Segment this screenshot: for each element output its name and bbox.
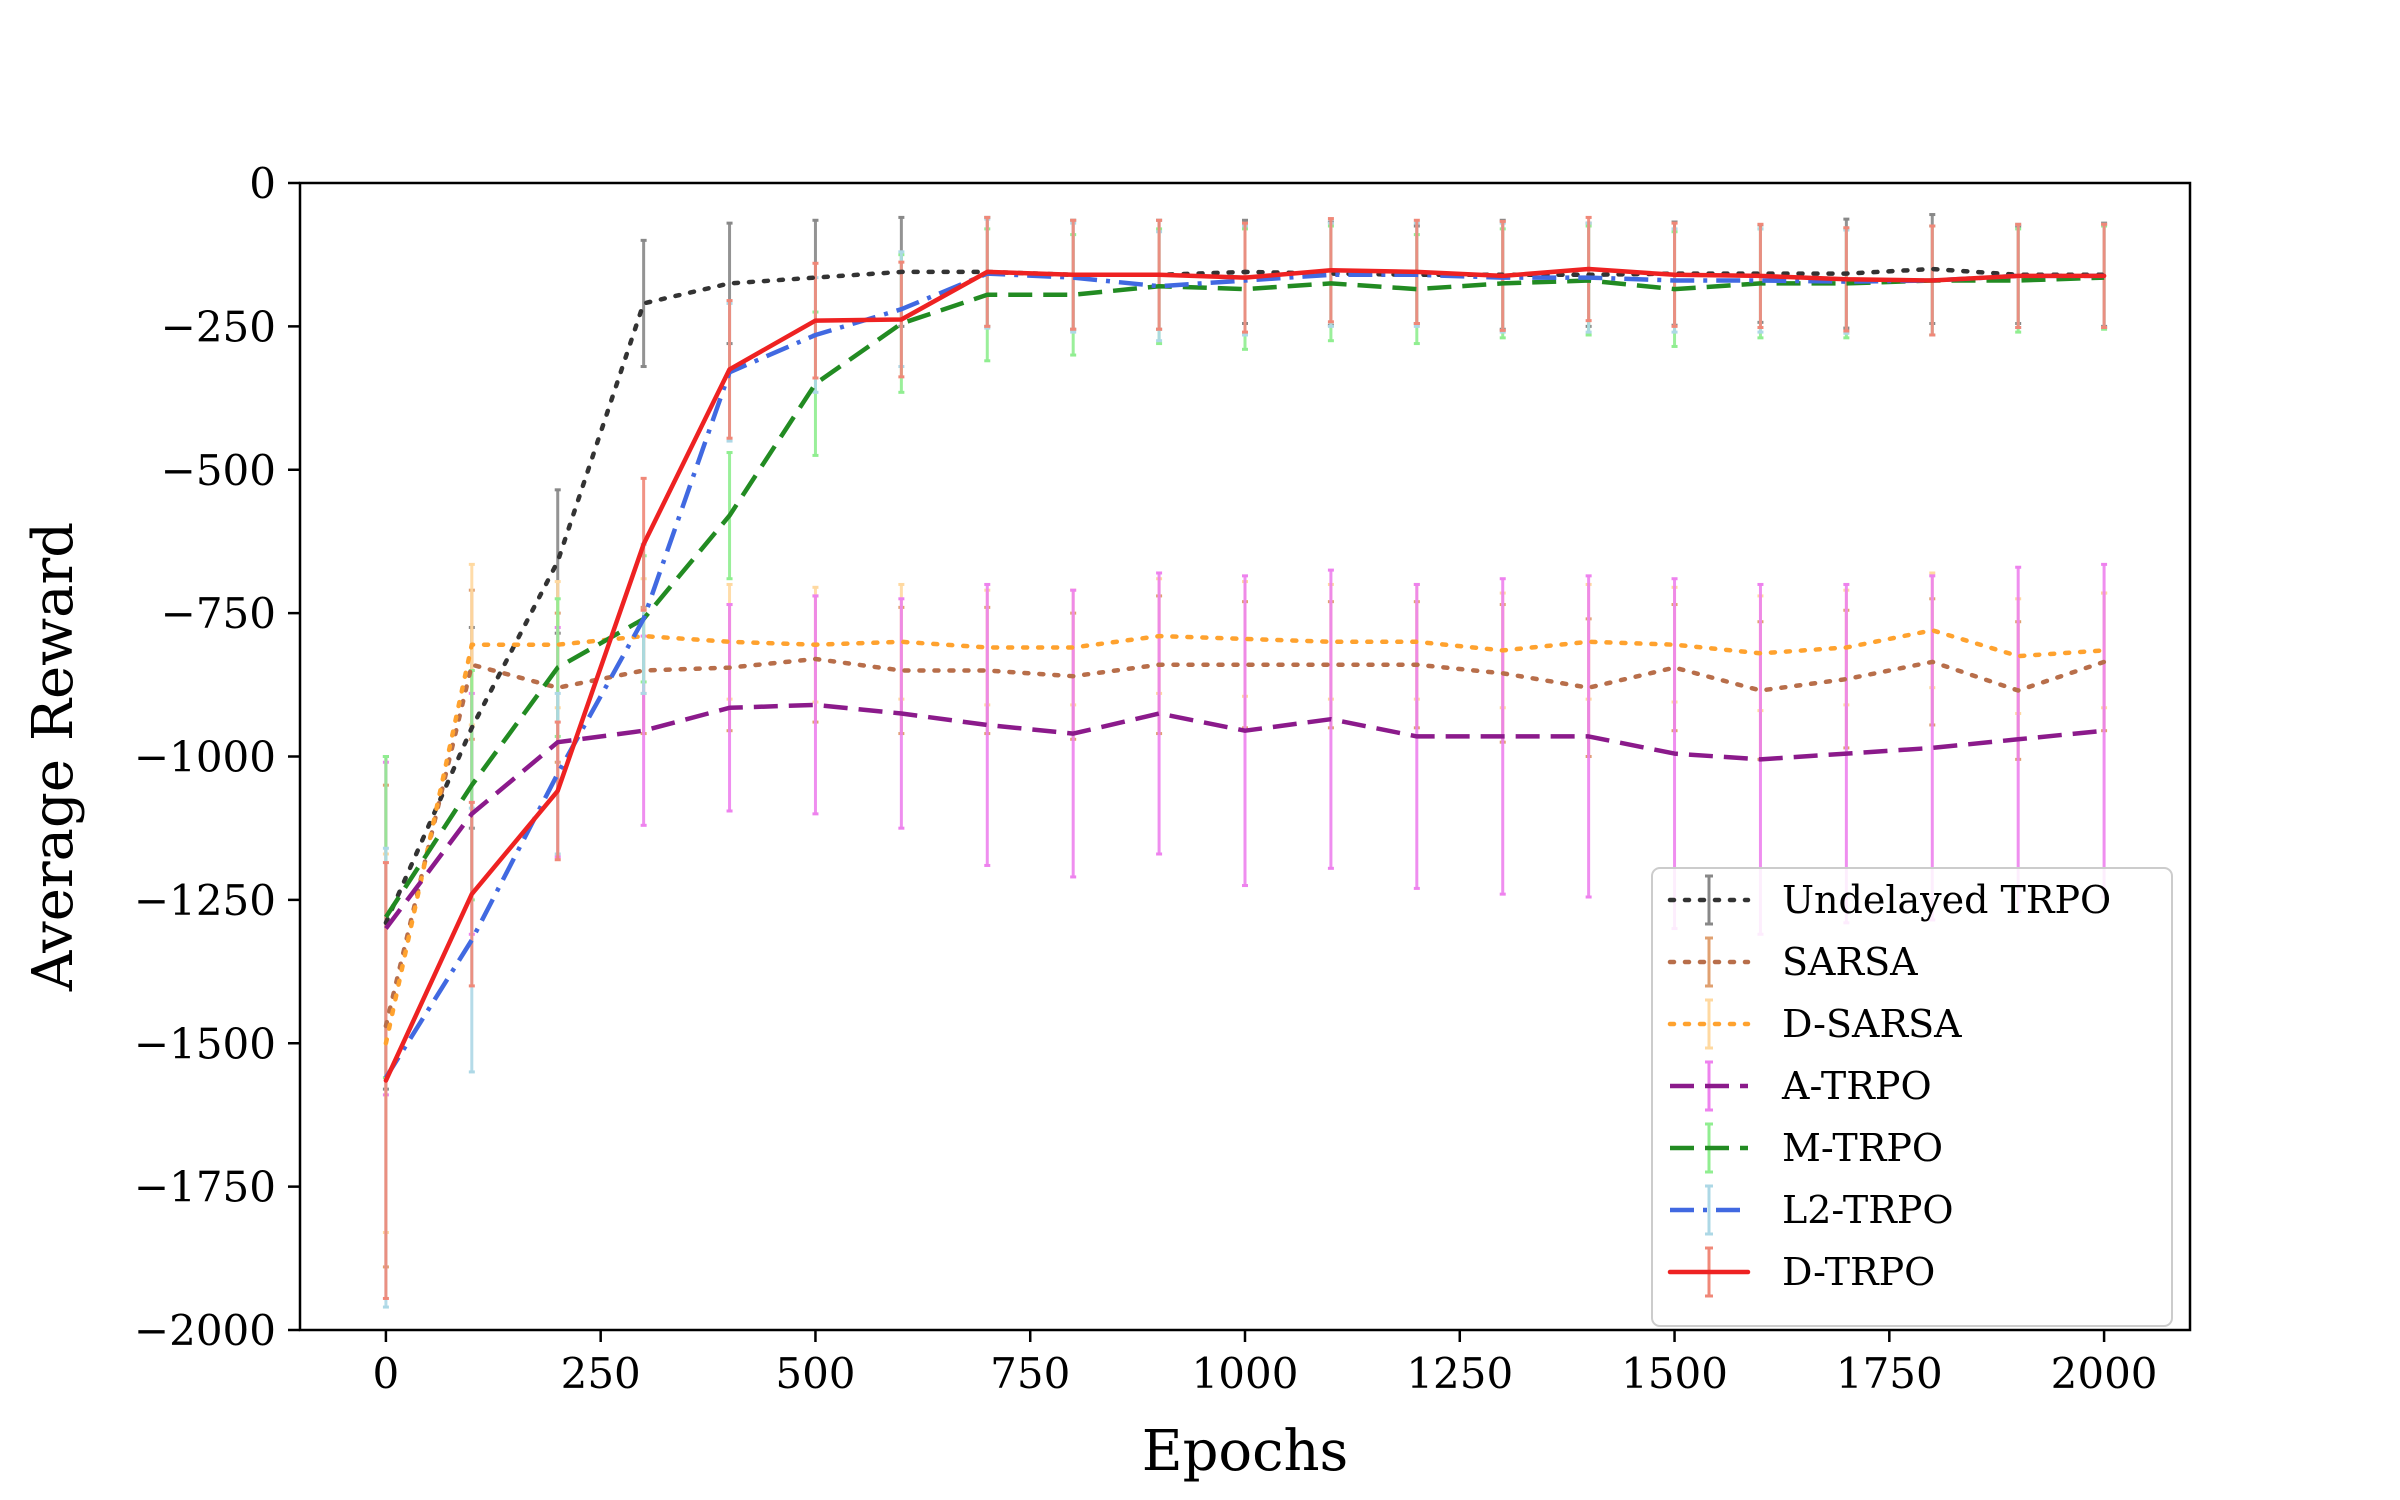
x-tick-label: 1250 — [1406, 1349, 1513, 1398]
y-tick-label: −500 — [161, 446, 276, 495]
x-tick-label: 0 — [373, 1349, 400, 1398]
y-tick-label: −1250 — [134, 876, 276, 925]
x-tick-label: 1750 — [1836, 1349, 1943, 1398]
x-tick-label: 750 — [990, 1349, 1070, 1398]
undelayed-trpo-series-line — [383, 266, 2107, 926]
legend-label: D-SARSA — [1782, 1002, 1962, 1046]
a-trpo-error-bar — [1156, 571, 1163, 856]
legend-label: Undelayed TRPO — [1782, 878, 2111, 922]
legend-box — [1651, 867, 2173, 1327]
legend-item-undelayed-trpo: Undelayed TRPO — [1667, 874, 2111, 926]
legend: Undelayed TRPO SARSA D-SARSA A-TRPO M-TRPO L2… — [1651, 867, 2173, 1327]
l2-trpo-series-line — [383, 271, 2105, 1079]
x-tick-label: 2000 — [2051, 1349, 2158, 1398]
x-tick-label: 500 — [775, 1349, 855, 1398]
y-axis-ticks: 0 −250 −500 −750 −1000 −1250 −1500 −1750 −2000 — [134, 159, 300, 1355]
a-trpo-error-bar — [984, 582, 991, 867]
y-axis-label: Average Reward — [21, 522, 86, 992]
legend-label: M-TRPO — [1782, 1126, 1943, 1170]
legend-item-sarsa: SARSA — [1667, 936, 1918, 988]
x-axis-label: Epochs — [1142, 1419, 1349, 1484]
d-trpo-series-line — [383, 266, 2107, 1083]
d-sarsa-series-line — [383, 628, 2107, 1046]
series-lines — [383, 266, 2107, 1083]
y-tick-label: −2000 — [134, 1306, 276, 1355]
y-tick-label: −750 — [161, 589, 276, 638]
y-tick-label: −1750 — [134, 1163, 276, 1212]
a-trpo-series-line — [384, 702, 2105, 930]
legend-label: SARSA — [1782, 940, 1918, 984]
x-axis-ticks: 0 250 500 750 1000 1250 1500 1750 2000 — [373, 1330, 2158, 1398]
legend-item-d-trpo: D-TRPO — [1667, 1246, 1935, 1298]
legend-label: L2-TRPO — [1782, 1188, 1954, 1232]
legend-item-d-sarsa: D-SARSA — [1667, 998, 1962, 1050]
y-tick-label: −1000 — [134, 733, 276, 782]
a-trpo-error-bar — [812, 594, 819, 816]
legend-label: D-TRPO — [1782, 1250, 1935, 1294]
y-tick-label: 0 — [249, 159, 276, 208]
legend-item-a-trpo: A-TRPO — [1670, 1060, 1932, 1112]
legend-item-l2-trpo: L2-TRPO — [1670, 1184, 1954, 1236]
x-tick-label: 1500 — [1621, 1349, 1728, 1398]
plot-area — [382, 213, 2108, 1309]
legend-item-m-trpo: M-TRPO — [1670, 1122, 1943, 1174]
x-tick-label: 250 — [561, 1349, 641, 1398]
y-tick-label: −1500 — [134, 1019, 276, 1068]
y-tick-label: −250 — [161, 302, 276, 351]
legend-label: A-TRPO — [1781, 1064, 1932, 1108]
undelayed-trpo-error-bar — [640, 238, 647, 369]
x-tick-label: 1000 — [1192, 1349, 1299, 1398]
